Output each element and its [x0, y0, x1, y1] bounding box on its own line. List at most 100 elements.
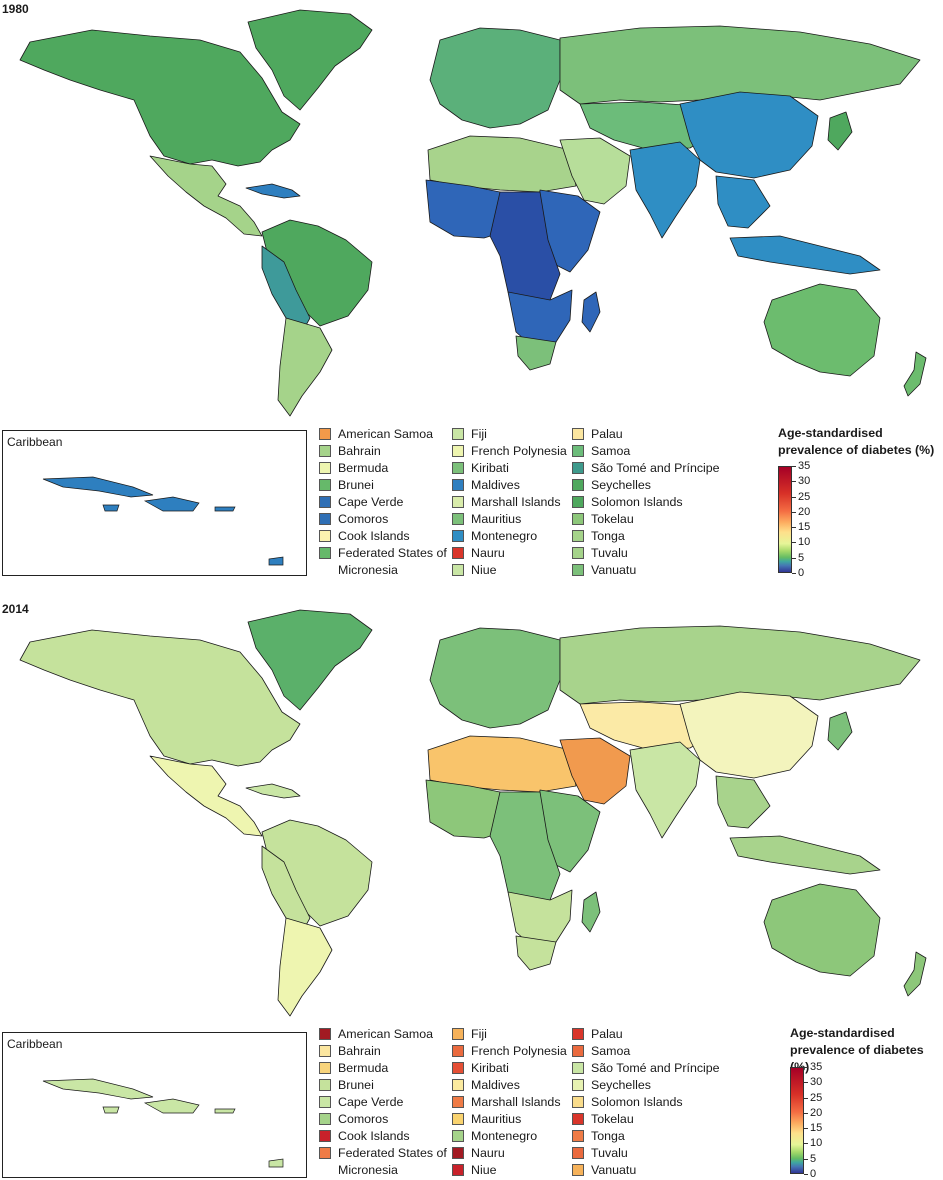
legend-label: Bermuda	[338, 1061, 389, 1075]
world-map-1980	[19, 9, 927, 417]
map-panel-2014: 2014 Caribbean American Samoa Bahrain Berm…	[0, 600, 943, 1180]
legend-label: Montenegro	[471, 529, 538, 543]
legend-swatch	[452, 530, 464, 542]
legend-swatch	[572, 1164, 584, 1176]
inset-label: Caribbean	[7, 1037, 63, 1051]
legend-label: American Samoa	[338, 427, 434, 441]
colorbar-tick-mark	[804, 1158, 808, 1160]
region-indonesia	[729, 235, 881, 275]
legend-swatch	[572, 1045, 584, 1057]
legend-label: Seychelles	[591, 1078, 651, 1092]
legend-label: Fiji	[471, 427, 487, 441]
legend-swatch	[319, 547, 331, 559]
colorbar-tick-mark	[792, 496, 796, 498]
legend-label: São Tomé and Príncipe	[591, 461, 720, 475]
legend-swatch	[452, 428, 464, 440]
year-label: 1980	[2, 2, 29, 16]
colorbar-tick-mark	[804, 1112, 808, 1114]
legend-swatch	[319, 1113, 331, 1125]
region-europe	[429, 27, 561, 129]
region-caribbean	[245, 783, 301, 799]
colorbar	[778, 466, 792, 573]
colorbar-tick-label: 15	[798, 521, 811, 534]
legend-label: Bermuda	[338, 461, 389, 475]
colorbar-tick-mark	[804, 1097, 808, 1099]
legend-label: Samoa	[591, 444, 631, 458]
legend-label: Mauritius	[471, 512, 522, 526]
region-russia	[559, 625, 921, 705]
region-south-america-south	[277, 917, 333, 1017]
legend-label: Palau	[591, 427, 623, 441]
legend-label: Tuvalu	[591, 1146, 628, 1160]
region-madagascar	[581, 291, 601, 333]
colorbar-tick-label: 0	[798, 567, 805, 579]
legend-swatch	[572, 428, 584, 440]
legend-swatch	[319, 1130, 331, 1142]
colorbar-tick-mark	[792, 527, 796, 529]
colorbar	[790, 1067, 804, 1174]
legend-label: Federated States of Micronesia	[338, 1146, 447, 1177]
legend-swatch	[572, 1096, 584, 1108]
colorbar-tick-mark	[792, 481, 796, 483]
year-label: 2014	[2, 602, 29, 616]
legend-label: Federated States of Micronesia	[338, 546, 447, 577]
region-puerto-rico	[214, 506, 236, 512]
legend-label: Vanuatu	[591, 563, 637, 577]
colorbar-tick-label: 25	[798, 490, 811, 503]
legend-label: Tokelau	[591, 1112, 634, 1126]
inset-label: Caribbean	[7, 435, 63, 449]
colorbar-tick-mark	[792, 542, 796, 544]
legend-label: Marshall Islands	[471, 495, 561, 509]
legend-label: Cape Verde	[338, 1095, 404, 1109]
region-caribbean	[245, 183, 301, 199]
colorbar-tick-label: 30	[810, 1076, 823, 1089]
legend-label: Kiribati	[471, 461, 509, 475]
legend-swatch	[319, 1062, 331, 1074]
legend-swatch	[319, 445, 331, 457]
region-hispaniola	[143, 1098, 200, 1114]
legend-swatch	[319, 1096, 331, 1108]
legend-swatch	[452, 1079, 464, 1091]
legend-label: Bahrain	[338, 444, 381, 458]
legend-label: Cape Verde	[338, 495, 404, 509]
legend-swatch	[452, 1062, 464, 1074]
region-south-asia	[629, 741, 701, 839]
region-southern-africa	[507, 889, 573, 949]
legend-label: Palau	[591, 1027, 623, 1041]
legend-label: Cook Islands	[338, 529, 410, 543]
region-china	[679, 691, 819, 779]
legend-label: Tuvalu	[591, 546, 628, 560]
legend-label: Seychelles	[591, 478, 651, 492]
legend-label: Solomon Islands	[591, 1095, 683, 1109]
region-north-america	[19, 29, 301, 167]
legend-label: Bahrain	[338, 1044, 381, 1058]
legend-swatch	[452, 496, 464, 508]
legend-swatch	[452, 1113, 464, 1125]
region-north-america	[19, 629, 301, 767]
legend-label: Tokelau	[591, 512, 634, 526]
legend-swatch	[452, 462, 464, 474]
region-japan	[827, 111, 853, 151]
legend-label: Maldives	[471, 1078, 520, 1092]
legend-swatch	[572, 564, 584, 576]
legend-label: Brunei	[338, 478, 374, 492]
caribbean-inset-map	[42, 1078, 284, 1168]
legend-label: Samoa	[591, 1044, 631, 1058]
region-indonesia	[729, 835, 881, 875]
region-australia	[763, 283, 881, 377]
colorbar-tick-mark	[792, 511, 796, 513]
region-middle-east	[559, 737, 631, 805]
region-new-zealand	[903, 951, 927, 997]
region-greenland	[247, 9, 373, 111]
colorbar-tick-mark	[804, 1082, 808, 1084]
legend-swatch	[319, 1045, 331, 1057]
colorbar-tick-label: 20	[798, 505, 811, 518]
legend-swatch	[572, 547, 584, 559]
region-south-asia	[629, 141, 701, 239]
colorbar-tick-mark	[792, 466, 796, 467]
legend-swatch	[319, 1028, 331, 1040]
legend-label: São Tomé and Príncipe	[591, 1061, 720, 1075]
colorbar-tick-label: 10	[810, 1137, 823, 1150]
caribbean-inset-map	[42, 476, 284, 566]
legend-label: Kiribati	[471, 1061, 509, 1075]
